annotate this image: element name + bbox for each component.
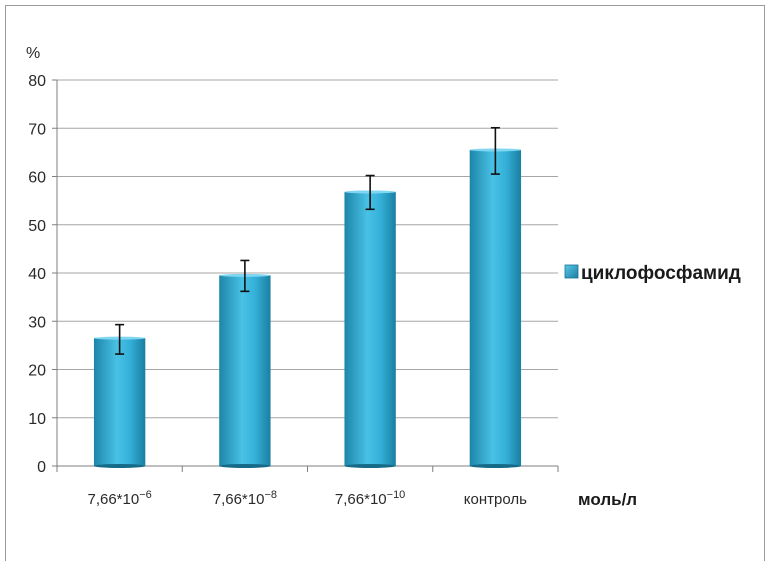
bar	[344, 191, 396, 466]
y-tick-label: 10	[28, 411, 46, 428]
y-tick-label: 50	[28, 218, 46, 235]
bar	[469, 149, 522, 466]
y-tick-label: 20	[28, 363, 46, 380]
error-bar	[490, 126, 500, 175]
x-tick-label: 7,66*10−6	[87, 489, 151, 508]
y-tick-label: 60	[28, 170, 46, 187]
x-tick-label: контроль	[464, 491, 527, 508]
bar-base-shade	[219, 464, 271, 468]
bar-base-shade	[93, 464, 146, 468]
legend-swatch	[564, 264, 579, 279]
bar	[93, 338, 146, 466]
chart-frame	[5, 5, 765, 561]
y-tick-label: 30	[28, 314, 46, 331]
y-axis-unit: %	[26, 45, 40, 62]
x-tick-exponent: −8	[264, 489, 277, 501]
error-bar	[365, 174, 375, 211]
error-bar	[240, 259, 250, 293]
error-bar	[115, 323, 125, 355]
x-axis-unit: моль/л	[578, 490, 637, 509]
y-tick-label: 70	[28, 121, 46, 138]
y-tick-label: 80	[28, 73, 46, 90]
bar-base-shade	[469, 464, 522, 468]
x-tick-exponent: −10	[387, 489, 406, 501]
legend: циклофосфамид	[564, 263, 741, 284]
x-tick-label: 7,66*10−8	[213, 489, 277, 508]
legend-label: циклофосфамид	[581, 263, 741, 284]
bar-base-shade	[344, 464, 396, 468]
x-tick-label: 7,66*10−10	[335, 489, 405, 508]
bar	[219, 275, 271, 466]
x-tick-exponent: −6	[139, 489, 152, 501]
y-tick-label: 40	[28, 266, 46, 283]
y-tick-label: 0	[37, 459, 46, 476]
